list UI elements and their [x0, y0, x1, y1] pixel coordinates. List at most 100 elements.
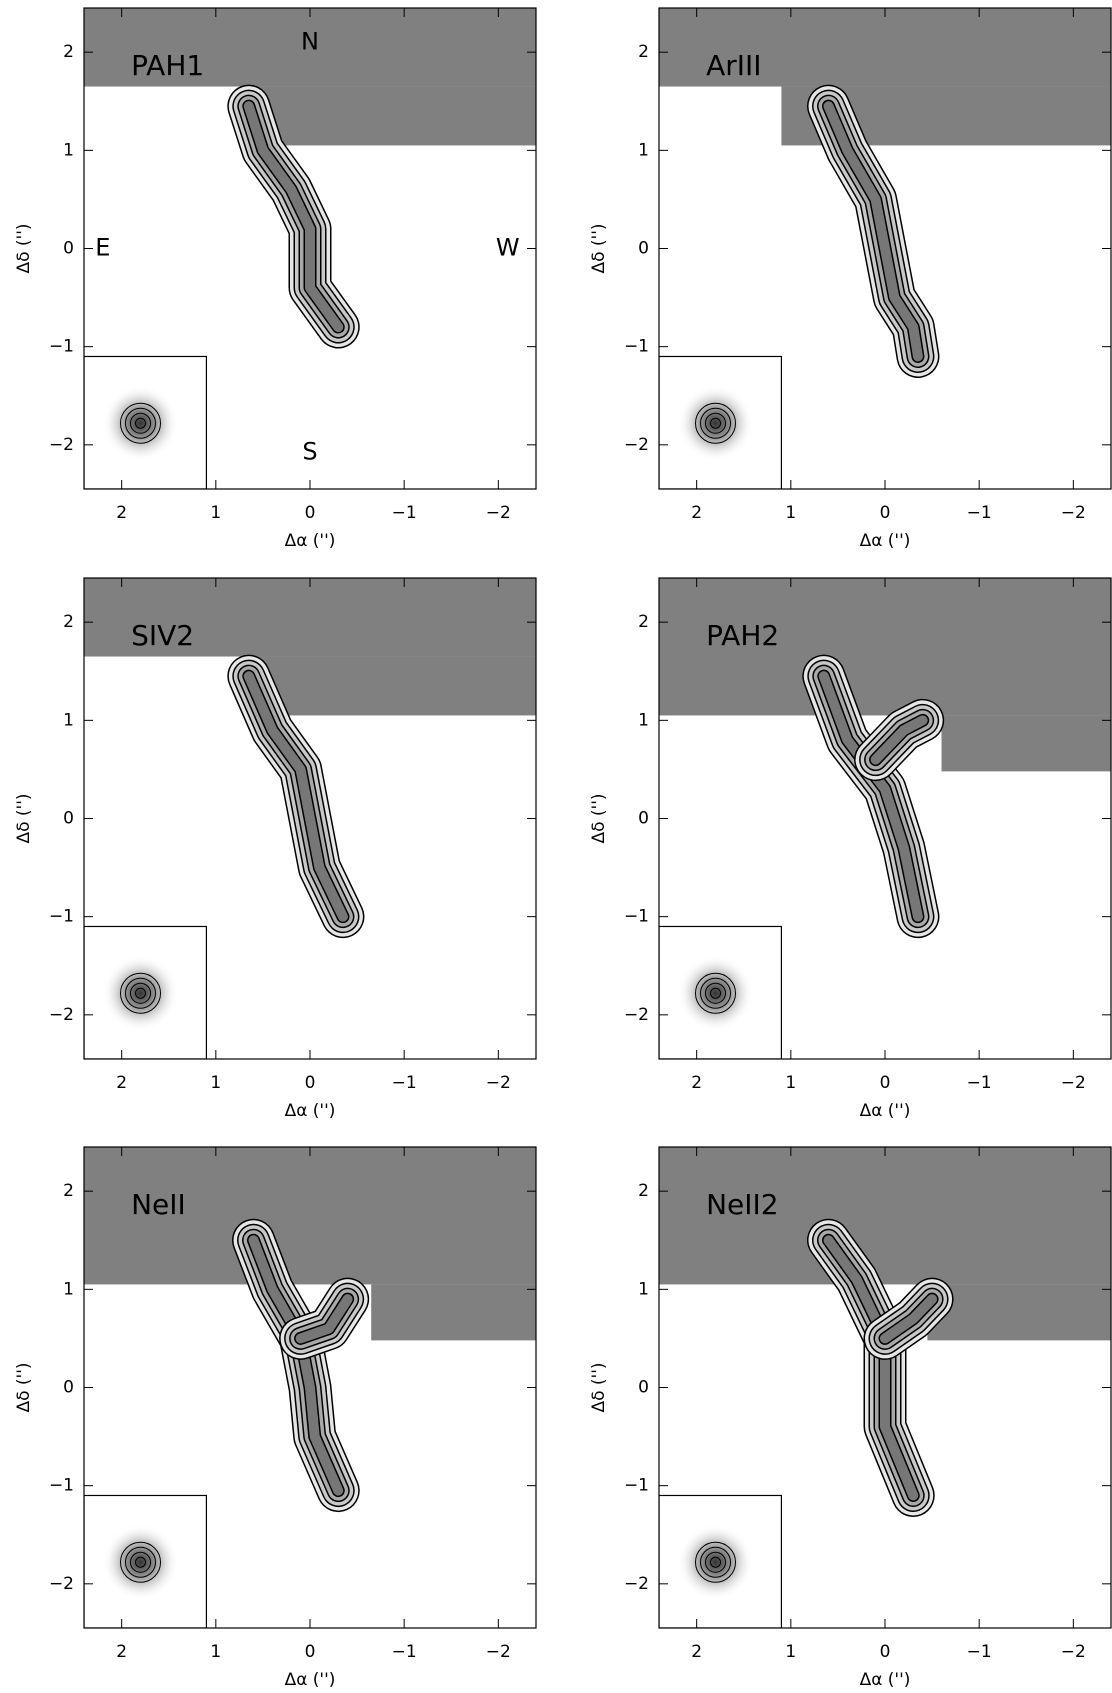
psf-contour — [130, 1551, 151, 1573]
y-axis-label: Δδ ('') — [589, 223, 609, 273]
x-tick-label: 0 — [880, 1073, 891, 1093]
x-axis-label: Δα ('') — [285, 531, 336, 551]
x-tick-label: 1 — [210, 503, 221, 523]
y-tick-label: −1 — [49, 337, 74, 357]
emission — [295, 1294, 353, 1344]
mask-region — [371, 1284, 536, 1341]
compass-label: W — [496, 234, 520, 262]
psf — [677, 955, 754, 1032]
compass-label: E — [95, 234, 110, 262]
y-tick-label: −2 — [624, 435, 649, 455]
y-tick-label: −1 — [49, 1476, 74, 1496]
x-tick-label: 0 — [305, 1073, 316, 1093]
psf-contour — [695, 402, 736, 444]
x-tick-label: −2 — [486, 1073, 511, 1093]
psf — [677, 385, 754, 462]
x-tick-label: 2 — [691, 1642, 702, 1662]
y-axis-label: Δδ ('') — [589, 1362, 609, 1412]
psf-contour — [135, 987, 146, 999]
mask-region — [659, 8, 1111, 87]
emission — [823, 101, 923, 362]
psf-contour — [125, 1546, 156, 1578]
mask-region — [927, 1284, 1111, 1341]
y-axis-label: Δδ ('') — [589, 793, 609, 843]
panel: ArIII 2 1 0 −1 −2 −2 −1 0 1 2 Δα ('') Δδ ('') — [589, 7, 1112, 551]
x-tick-label: 0 — [880, 1642, 891, 1662]
x-tick-label: 1 — [785, 503, 796, 523]
x-tick-label: 2 — [691, 1073, 702, 1093]
x-axis-label: Δα ('') — [860, 531, 911, 551]
x-tick-label: −1 — [392, 1642, 417, 1662]
psf — [102, 955, 179, 1032]
x-tick-label: −1 — [392, 503, 417, 523]
psf-contour — [695, 1541, 736, 1583]
y-tick-label: −2 — [49, 1005, 74, 1025]
psf-contour — [700, 407, 731, 439]
plot-area — [659, 8, 1111, 489]
psf-contour — [125, 977, 156, 1009]
panel-title: PAH2 — [706, 619, 779, 652]
y-tick-label: 2 — [638, 42, 649, 62]
x-axis-label: Δα ('') — [860, 1101, 911, 1121]
y-tick-label: 0 — [63, 1378, 74, 1398]
psf-contour — [695, 972, 736, 1014]
x-tick-label: 0 — [305, 503, 316, 523]
mask-region — [84, 8, 536, 87]
mask-region — [84, 578, 536, 657]
psf-contour — [130, 412, 151, 434]
y-tick-label: 2 — [63, 1181, 74, 1201]
psf — [677, 1524, 754, 1601]
panel-title: ArIII — [706, 49, 761, 82]
x-tick-label: −1 — [392, 1073, 417, 1093]
x-tick-label: −2 — [1061, 1073, 1086, 1093]
panel-title: NeII — [131, 1188, 186, 1221]
psf-contour — [120, 402, 161, 444]
plot-area — [84, 8, 536, 489]
mask-region — [659, 578, 1111, 716]
y-tick-label: −1 — [624, 1476, 649, 1496]
y-axis-label: Δδ ('') — [14, 223, 34, 273]
y-axis-label: Δδ ('') — [14, 793, 34, 843]
x-tick-label: −1 — [967, 503, 992, 523]
x-tick-label: 0 — [305, 1642, 316, 1662]
y-tick-label: 1 — [638, 710, 649, 730]
psf-contour — [120, 972, 161, 1014]
y-tick-label: 2 — [63, 42, 74, 62]
y-tick-label: −1 — [49, 907, 74, 927]
y-tick-label: −2 — [624, 1574, 649, 1594]
psf-contour — [700, 1546, 731, 1578]
mask-region — [659, 1147, 1111, 1285]
y-tick-label: −2 — [49, 435, 74, 455]
panel-title: SIV2 — [131, 619, 194, 652]
y-tick-label: 1 — [638, 140, 649, 160]
compass-label: S — [302, 438, 317, 466]
x-tick-label: 1 — [210, 1073, 221, 1093]
panel: PAH2 2 1 0 −1 −2 −2 −1 0 1 2 Δα ('') Δδ ('') — [589, 577, 1112, 1121]
x-tick-label: 2 — [116, 1073, 127, 1093]
psf-contour — [705, 1551, 726, 1573]
x-tick-label: −1 — [967, 1642, 992, 1662]
x-axis-label: Δα ('') — [860, 1670, 911, 1690]
y-tick-label: 2 — [638, 612, 649, 632]
y-tick-label: 2 — [638, 1181, 649, 1201]
compass-label: N — [301, 27, 319, 55]
psf-contour — [135, 417, 146, 429]
psf-contour — [705, 412, 726, 434]
x-axis-label: Δα ('') — [285, 1670, 336, 1690]
y-tick-label: 2 — [63, 612, 74, 632]
y-tick-label: 0 — [638, 809, 649, 829]
y-tick-label: 0 — [63, 809, 74, 829]
psf-contour — [135, 1556, 146, 1568]
plot-area — [84, 1147, 536, 1628]
mask-region — [84, 1147, 536, 1285]
x-tick-label: 0 — [880, 503, 891, 523]
psf-contour — [710, 417, 721, 429]
x-tick-label: −2 — [486, 503, 511, 523]
x-tick-label: 1 — [210, 1642, 221, 1662]
x-tick-label: 2 — [116, 1642, 127, 1662]
panel: SIV2 2 1 0 −1 −2 −2 −1 0 1 2 Δα ('') Δδ ('') — [14, 577, 537, 1121]
emission — [243, 101, 344, 333]
mask-region — [248, 86, 536, 146]
panel-title: PAH1 — [131, 49, 204, 82]
x-tick-label: −2 — [1061, 503, 1086, 523]
